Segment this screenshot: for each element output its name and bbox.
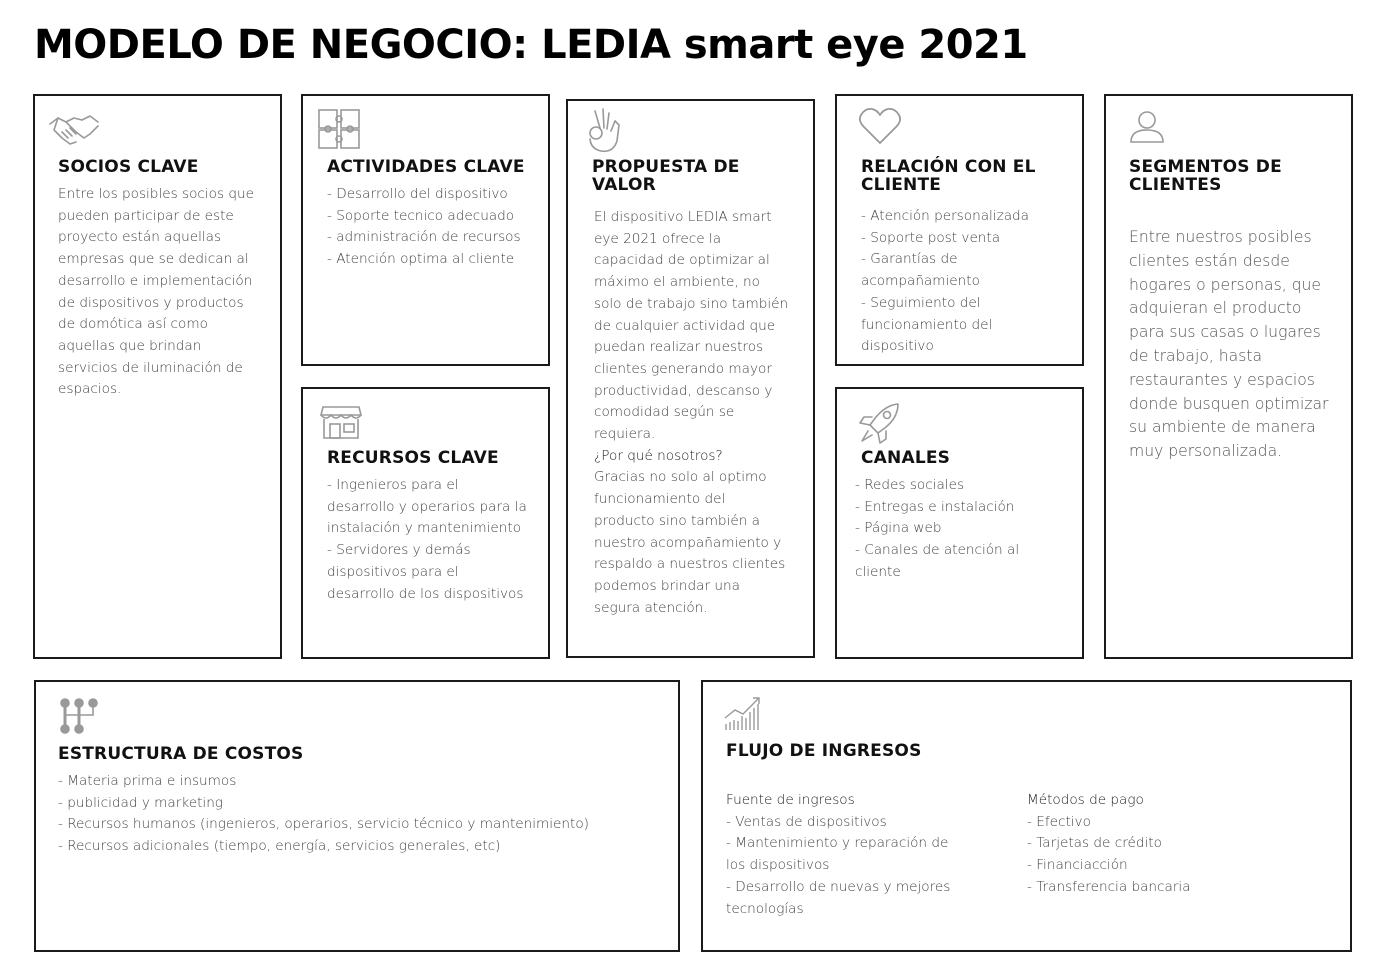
socios-clave-heading: SOCIOS CLAVE [58, 157, 199, 177]
list-item: - Recursos humanos (ingenieros, operario… [58, 816, 589, 833]
list-item: - Desarrollo de nuevas y mejores tecnolo… [726, 878, 951, 917]
list-item: - Soporte tecnico adecuado [327, 207, 515, 224]
recursos-clave-card [301, 387, 550, 659]
list-item: - Recursos adicionales (tiempo, energía,… [58, 838, 501, 855]
list-item: - Garantías de acompañamiento [861, 251, 980, 290]
relacion-cliente-heading: RELACIÓN CON EL CLIENTE [861, 157, 1036, 195]
actividades-clave-list: - Desarrollo del dispositivo - Soporte t… [327, 184, 527, 271]
segmentos-clientes-text: Entre nuestros posibles clientes están d… [1129, 228, 1329, 461]
estructura-costos-heading: ESTRUCTURA DE COSTOS [58, 744, 304, 764]
list-item: - Desarrollo del dispositivo [327, 186, 508, 202]
propuesta-valor-card [566, 99, 815, 658]
list-item: - publicidad y marketing [58, 794, 223, 811]
relacion-cliente-list: - Atención personalizada - Soporte post … [861, 206, 1046, 358]
list-item: - administración de recursos [327, 229, 521, 246]
estructura-costos-list: - Materia prima e insumos - publicidad y… [58, 771, 658, 858]
list-item: - Canales de atención al cliente [855, 542, 1020, 580]
fuente-ingresos-section: Fuente de ingresos - Ventas de dispositi… [726, 790, 971, 920]
propuesta-paragraph: El dispositivo LEDIA smart eye 2021 ofre… [594, 209, 789, 443]
page-title: MODELO DE NEGOCIO: LEDIA smart eye 2021 [34, 22, 1028, 68]
heart-icon [858, 106, 902, 146]
recursos-clave-heading: RECURSOS CLAVE [327, 448, 499, 468]
flujo-ingresos-card [701, 680, 1352, 952]
propuesta-question: ¿Por qué nosotros? [594, 447, 723, 464]
list-item: - Redes sociales [855, 477, 965, 493]
estructura-costos-card [34, 680, 680, 952]
list-item: - Seguimiento del funcionamiento del dis… [861, 294, 993, 355]
list-item: - Financiacción [1027, 857, 1128, 874]
segmentos-clientes-heading: SEGMENTOS DE CLIENTES [1129, 157, 1282, 195]
ok-hand-icon [585, 107, 625, 155]
list-item: - Atención personalizada [861, 208, 1030, 224]
list-item: - Soporte post venta [861, 229, 1001, 246]
actividades-clave-heading: ACTIVIDADES CLAVE [327, 157, 525, 177]
socios-clave-card [33, 94, 282, 659]
store-icon [319, 403, 363, 441]
propuesta-answer: Gracias no solo al optimo funcionamiento… [594, 469, 786, 616]
canales-heading: CANALES [861, 448, 951, 468]
fuente-ingresos-title: Fuente de ingresos [726, 792, 855, 808]
puzzle-icon [316, 106, 364, 150]
list-item: - Tarjetas de crédito [1027, 835, 1162, 852]
list-item: - Entregas e instalación [855, 498, 1015, 515]
list-item: - Materia prima e insumos [58, 773, 237, 789]
segmentos-clientes-card [1104, 94, 1353, 659]
metodos-pago-title: Métodos de pago [1027, 792, 1144, 808]
list-item: - Mantenimiento y reparación de los disp… [726, 835, 949, 874]
canales-list: - Redes sociales - Entregas e instalació… [855, 475, 1040, 584]
recursos-clave-list: - Ingenieros para el desarrollo y operar… [327, 475, 527, 605]
handshake-icon [48, 110, 100, 150]
metodos-pago-section: Métodos de pago - Efectivo - Tarjetas de… [1027, 790, 1277, 899]
propuesta-valor-heading: PROPUESTA DE VALOR [592, 157, 740, 195]
list-item: - Página web [855, 520, 942, 537]
list-item: - Efectivo [1027, 813, 1091, 830]
list-item: - Ingenieros para el desarrollo y operar… [327, 477, 527, 537]
socios-clave-text: Entre los posibles socios que pueden par… [58, 186, 254, 398]
rocket-icon [858, 401, 902, 445]
user-icon [1128, 108, 1166, 146]
growth-chart-icon [723, 694, 765, 734]
flowchart-icon [59, 697, 99, 735]
list-item: - Ventas de dispositivos [726, 813, 887, 830]
list-item: - Servidores y demás dispositivos para e… [327, 542, 524, 602]
list-item: - Atención optima al cliente [327, 251, 515, 268]
list-item: - Transferencia bancaria [1027, 878, 1191, 895]
flujo-ingresos-heading: FLUJO DE INGRESOS [726, 741, 922, 761]
propuesta-valor-text: El dispositivo LEDIA smart eye 2021 ofre… [594, 207, 790, 619]
